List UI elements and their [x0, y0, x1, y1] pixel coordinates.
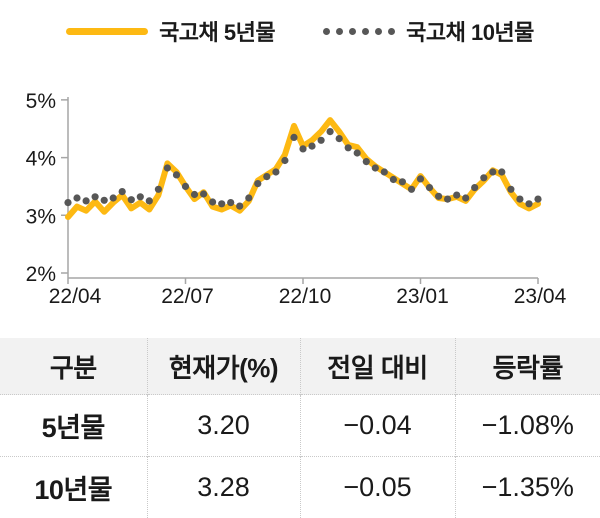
- x-tick-label: 22/10: [279, 285, 332, 308]
- data-point-10yr: [435, 193, 442, 200]
- dotted-line-swatch-icon: [323, 28, 395, 35]
- data-point-10yr: [164, 164, 171, 171]
- cell-5yr-current: 3.20: [147, 395, 300, 457]
- cell-5yr-pct: −1.08%: [455, 395, 600, 457]
- series-line-5yr: [68, 120, 538, 217]
- axis: [61, 97, 538, 284]
- data-point-10yr: [345, 144, 352, 151]
- data-point-10yr: [272, 168, 279, 175]
- data-point-10yr: [209, 198, 216, 205]
- data-point-10yr: [200, 190, 207, 197]
- data-point-10yr: [417, 175, 424, 182]
- cell-10yr-label: 10년물: [0, 457, 147, 518]
- header-category: 구분: [0, 338, 147, 395]
- data-point-10yr: [128, 196, 135, 203]
- data-point-10yr: [444, 196, 451, 203]
- data-point-10yr: [92, 193, 99, 200]
- data-point-10yr: [426, 184, 433, 191]
- bond-summary-table: 구분 현재가(%) 전일 대비 등락률 5년물 3.20 −0.04 −1.08…: [0, 338, 600, 518]
- legend-item-5yr: 국고채 5년물: [66, 15, 275, 47]
- data-point-10yr: [363, 158, 370, 165]
- data-point-10yr: [453, 192, 460, 199]
- data-point-10yr: [281, 157, 288, 164]
- x-tick-label: 22/07: [161, 285, 214, 308]
- data-point-10yr: [236, 203, 243, 210]
- table-header-row: 구분 현재가(%) 전일 대비 등락률: [0, 338, 600, 395]
- data-point-10yr: [318, 137, 325, 144]
- legend-label-5yr: 국고채 5년물: [159, 15, 275, 47]
- data-point-10yr: [119, 188, 126, 195]
- cell-5yr-change: −0.04: [300, 395, 455, 457]
- data-point-10yr: [336, 135, 343, 142]
- y-tick-label: 4%: [26, 148, 56, 171]
- header-current: 현재가(%): [147, 338, 300, 395]
- data-point-10yr: [110, 194, 117, 201]
- data-point-10yr: [173, 171, 180, 178]
- y-tick-label: 5%: [26, 90, 56, 113]
- data-point-10yr: [462, 194, 469, 201]
- data-point-10yr: [290, 134, 297, 141]
- data-point-10yr: [137, 193, 144, 200]
- data-point-10yr: [182, 183, 189, 190]
- x-tick-label: 23/01: [396, 285, 449, 308]
- data-point-10yr: [327, 128, 334, 135]
- data-point-10yr: [390, 176, 397, 183]
- x-tick-label: 23/04: [514, 285, 567, 308]
- header-change-pct: 등락률: [455, 338, 600, 395]
- data-point-10yr: [83, 197, 90, 204]
- data-point-10yr: [408, 186, 415, 193]
- bond-yield-widget: 국고채 5년물 국고채 10년물 5% 4% 3% 2%22/04 22/07 22/10…: [0, 0, 600, 504]
- cell-10yr-change: −0.05: [300, 457, 455, 518]
- data-point-10yr: [489, 168, 496, 175]
- data-point-10yr: [354, 149, 361, 156]
- data-point-10yr: [516, 196, 523, 203]
- data-point-10yr: [218, 200, 225, 207]
- legend-item-10yr: 국고채 10년물: [323, 15, 534, 47]
- solid-line-swatch-icon: [66, 28, 148, 35]
- table-row: 10년물 3.28 −0.05 −1.35%: [0, 457, 600, 518]
- data-point-10yr: [507, 186, 514, 193]
- x-tick-label: 22/04: [49, 285, 102, 308]
- data-point-10yr: [372, 164, 379, 171]
- data-point-10yr: [480, 174, 487, 181]
- data-point-10yr: [381, 168, 388, 175]
- table-row: 5년물 3.20 −0.04 −1.08%: [0, 395, 600, 457]
- cell-10yr-current: 3.28: [147, 457, 300, 518]
- data-point-10yr: [245, 194, 252, 201]
- data-point-10yr: [227, 199, 234, 206]
- data-point-10yr: [101, 197, 108, 204]
- data-point-10yr: [146, 197, 153, 204]
- y-tick-label: 3%: [26, 205, 56, 228]
- data-point-10yr: [191, 191, 198, 198]
- data-point-10yr: [73, 194, 80, 201]
- data-point-10yr: [155, 186, 162, 193]
- data-point-10yr: [498, 168, 505, 175]
- data-point-10yr: [254, 180, 261, 187]
- chart-legend: 국고채 5년물 국고채 10년물: [0, 14, 600, 48]
- data-point-10yr: [471, 184, 478, 191]
- data-point-10yr: [299, 145, 306, 152]
- y-tick-label: 2%: [26, 263, 56, 286]
- data-point-10yr: [399, 178, 406, 185]
- legend-label-10yr: 국고채 10년물: [406, 15, 534, 47]
- cell-5yr-label: 5년물: [0, 395, 147, 457]
- data-point-10yr: [64, 199, 71, 206]
- data-point-10yr: [263, 173, 270, 180]
- header-change: 전일 대비: [300, 338, 455, 395]
- yield-line-chart: 5% 4% 3% 2%22/04 22/07 22/10 23/01 23/04: [0, 60, 600, 310]
- cell-10yr-pct: −1.35%: [455, 457, 600, 518]
- data-point-10yr: [525, 200, 532, 207]
- data-point-10yr: [308, 143, 315, 150]
- data-point-10yr: [534, 196, 541, 203]
